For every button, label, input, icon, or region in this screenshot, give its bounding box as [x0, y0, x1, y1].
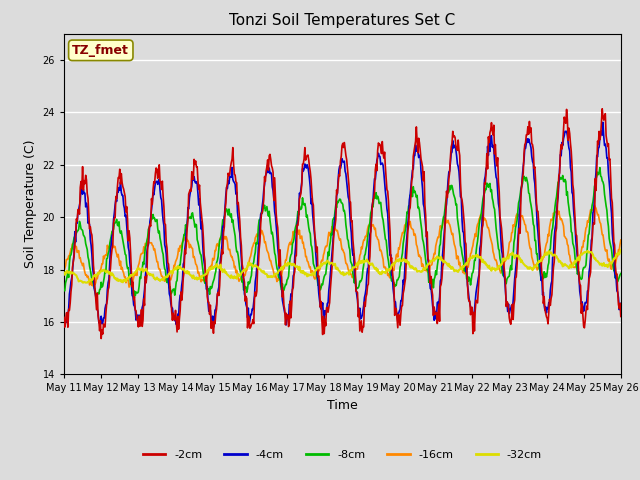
Y-axis label: Soil Temperature (C): Soil Temperature (C) — [24, 140, 37, 268]
Legend: -2cm, -4cm, -8cm, -16cm, -32cm: -2cm, -4cm, -8cm, -16cm, -32cm — [138, 445, 547, 464]
Title: Tonzi Soil Temperatures Set C: Tonzi Soil Temperatures Set C — [229, 13, 456, 28]
X-axis label: Time: Time — [327, 399, 358, 412]
Text: TZ_fmet: TZ_fmet — [72, 44, 129, 57]
